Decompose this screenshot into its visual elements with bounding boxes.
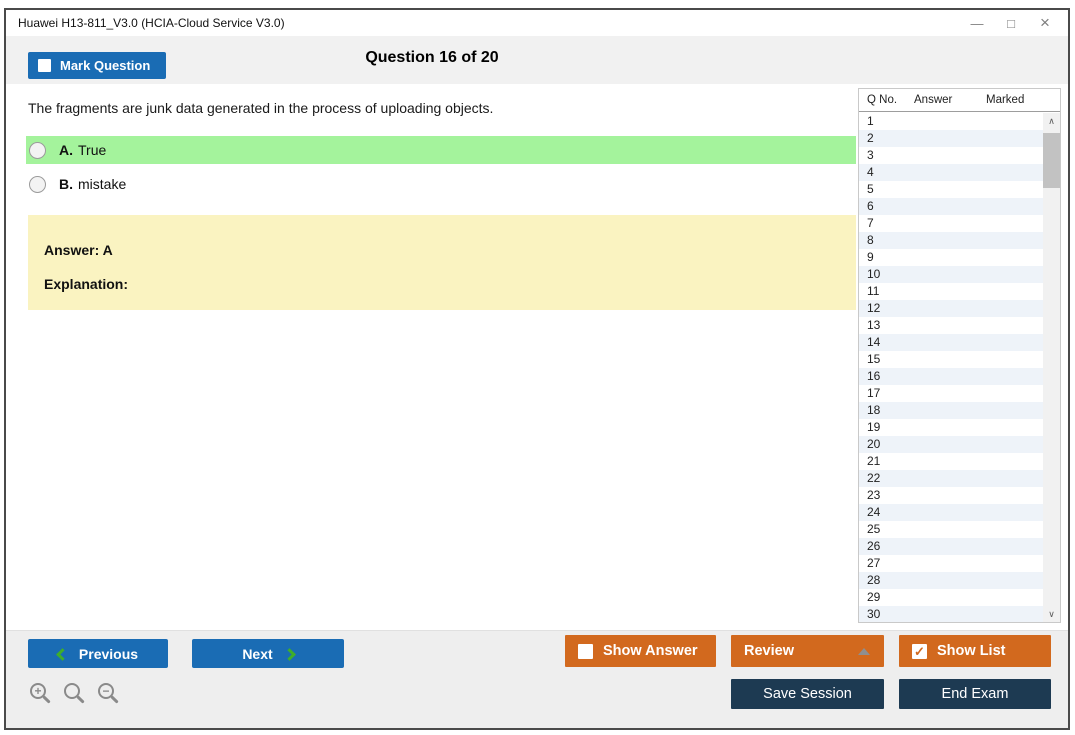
question-list-row[interactable]: 13 (859, 317, 1043, 334)
zoom-reset-icon[interactable] (64, 683, 86, 705)
question-list-row[interactable]: 17 (859, 385, 1043, 402)
show-list-label: Show List (937, 643, 1006, 659)
question-list-panel: Q No. Answer Marked 1 2 3 4 5 6 7 8 9 10 11 12 13 14 1… (858, 88, 1061, 623)
question-list-row[interactable]: 27 (859, 555, 1043, 572)
next-button[interactable]: Next (192, 639, 344, 668)
previous-button[interactable]: Previous (28, 639, 168, 668)
maximize-button[interactable]: □ (1007, 15, 1015, 31)
next-label: Next (242, 645, 273, 662)
zoom-in-icon[interactable]: + (30, 683, 52, 705)
question-list-row[interactable]: 24 (859, 504, 1043, 521)
question-list: 1 2 3 4 5 6 7 8 9 10 11 12 13 14 15 16 17 18 19 20 21 22 23 24 2… (859, 113, 1043, 622)
previous-label: Previous (78, 645, 139, 662)
zoom-out-icon[interactable]: − (98, 683, 120, 705)
exam-window: Huawei H13-811_V3.0 (HCIA-Cloud Service … (4, 8, 1070, 730)
close-button[interactable]: × (1040, 13, 1050, 32)
title-bar: Huawei H13-811_V3.0 (HCIA-Cloud Service … (6, 10, 1068, 36)
question-list-row[interactable]: 10 (859, 266, 1043, 283)
save-session-button[interactable]: Save Session (731, 679, 884, 709)
question-list-row[interactable]: 23 (859, 487, 1043, 504)
question-list-row[interactable]: 25 (859, 521, 1043, 538)
scroll-up-icon[interactable]: ∧ (1048, 116, 1055, 126)
question-list-row[interactable]: 14 (859, 334, 1043, 351)
option-text: True (78, 142, 107, 158)
show-answer-checkbox-icon (578, 643, 593, 659)
question-list-row[interactable]: 12 (859, 300, 1043, 317)
question-list-row[interactable]: 20 (859, 436, 1043, 453)
question-list-row[interactable]: 26 (859, 538, 1043, 555)
chevron-right-icon (282, 647, 296, 661)
radio-icon[interactable] (29, 141, 46, 159)
mark-question-button[interactable]: Mark Question (28, 52, 167, 79)
zoom-tools: + − (30, 683, 120, 705)
option-letter: B. (59, 176, 73, 192)
minimize-button[interactable]: — (970, 15, 984, 31)
show-answer-button[interactable]: Show Answer (565, 635, 716, 667)
triangle-up-icon (858, 648, 870, 655)
chevron-left-icon (56, 647, 69, 661)
question-list-scrollbar[interactable]: ∧ ∨ (1043, 113, 1060, 622)
question-list-row[interactable]: 8 (859, 232, 1043, 249)
question-list-row[interactable]: 19 (859, 419, 1043, 436)
explanation-label: Explanation: (44, 276, 129, 292)
question-list-row[interactable]: 18 (859, 402, 1043, 419)
question-counter: Question 16 of 20 (365, 49, 499, 66)
question-list-row[interactable]: 29 (859, 589, 1043, 606)
review-button[interactable]: Review (731, 635, 884, 667)
window-controls: — □ × (960, 10, 1062, 36)
option-a[interactable]: A. True (26, 136, 856, 164)
question-list-row[interactable]: 2 (859, 130, 1043, 147)
question-text: The fragments are junk data generated in… (28, 100, 494, 116)
save-session-label: Save Session (763, 686, 852, 702)
column-header-qno: Q No. (867, 94, 898, 106)
end-exam-button[interactable]: End Exam (899, 679, 1051, 709)
question-list-row[interactable]: 5 (859, 181, 1043, 198)
question-list-row[interactable]: 11 (859, 283, 1043, 300)
question-list-row[interactable]: 4 (859, 164, 1043, 181)
review-label: Review (744, 643, 794, 659)
show-list-button[interactable]: ✓ Show List (899, 635, 1051, 667)
main-body: The fragments are junk data generated in… (6, 84, 1068, 630)
show-answer-label: Show Answer (603, 643, 698, 659)
question-list-row[interactable]: 21 (859, 453, 1043, 470)
question-list-row[interactable]: 7 (859, 215, 1043, 232)
answer-label: Answer: A (44, 242, 113, 258)
mark-question-label: Mark Question (60, 58, 151, 73)
end-exam-label: End Exam (941, 686, 1009, 702)
header-strip: Mark Question Question 16 of 20 (6, 36, 1068, 84)
question-list-row[interactable]: 30 (859, 606, 1043, 622)
question-list-row[interactable]: 28 (859, 572, 1043, 589)
column-header-answer: Answer (914, 94, 953, 106)
scrollbar-thumb[interactable] (1043, 133, 1060, 188)
window-title: Huawei H13-811_V3.0 (HCIA-Cloud Service … (18, 16, 285, 30)
show-list-checkbox-icon: ✓ (912, 643, 927, 659)
answer-box: Answer: A Explanation: (28, 215, 856, 310)
question-list-row[interactable]: 16 (859, 368, 1043, 385)
question-list-row[interactable]: 6 (859, 198, 1043, 215)
question-list-header: Q No. Answer Marked (859, 89, 1060, 112)
column-header-marked: Marked (986, 94, 1025, 106)
bottom-bar: Previous Next + − Show Answer (6, 630, 1068, 728)
question-list-row[interactable]: 3 (859, 147, 1043, 164)
radio-icon[interactable] (29, 175, 46, 193)
question-list-row[interactable]: 22 (859, 470, 1043, 487)
option-b[interactable]: B. mistake (26, 170, 856, 198)
mark-question-checkbox-icon (38, 59, 51, 72)
question-list-row[interactable]: 15 (859, 351, 1043, 368)
scroll-down-icon[interactable]: ∨ (1048, 609, 1055, 619)
question-list-row[interactable]: 9 (859, 249, 1043, 266)
question-list-row[interactable]: 1 (859, 113, 1043, 130)
option-text: mistake (78, 176, 127, 192)
option-letter: A. (59, 142, 73, 158)
check-icon: ✓ (914, 643, 925, 659)
